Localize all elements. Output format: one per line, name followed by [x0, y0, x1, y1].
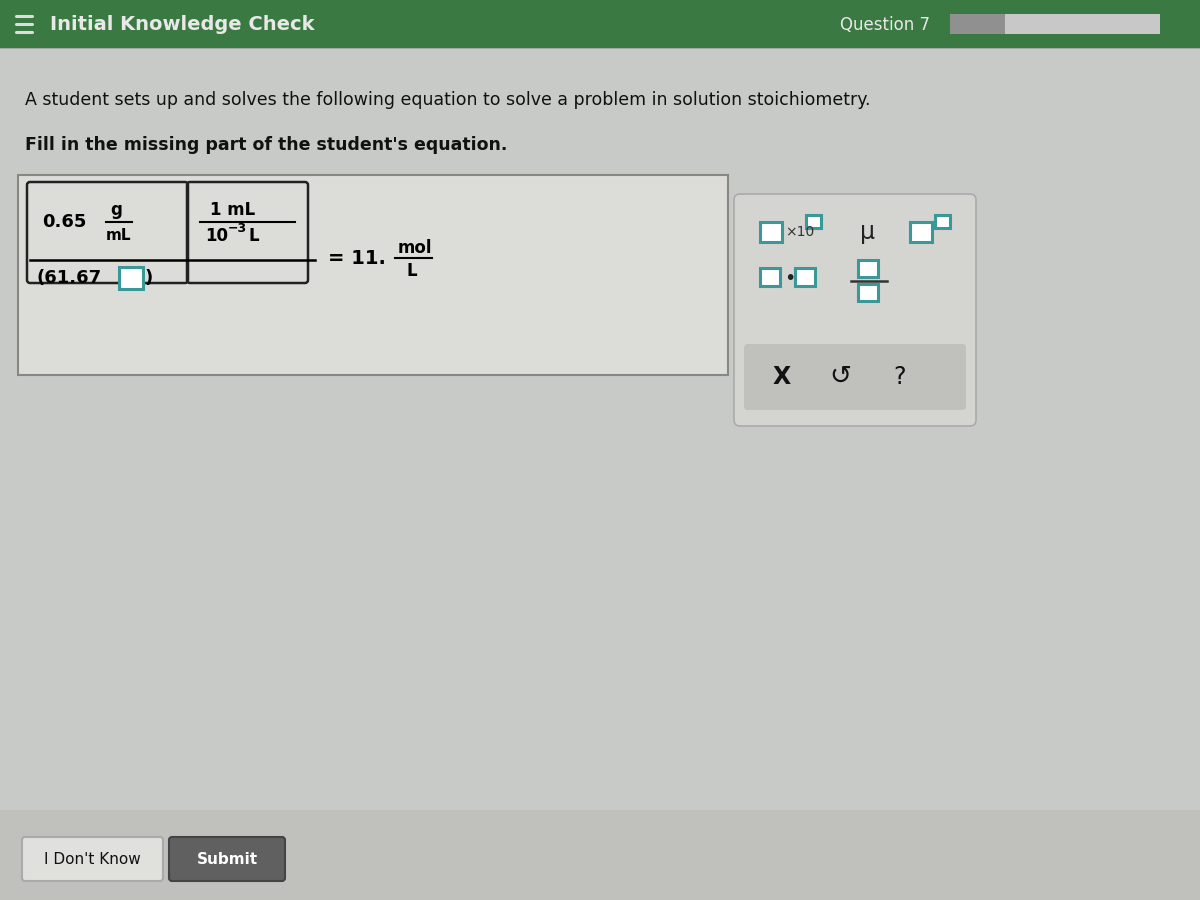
Bar — [0, 0, 1200, 48]
Text: −3: −3 — [228, 221, 247, 235]
Text: •: • — [784, 268, 796, 287]
Text: L: L — [406, 262, 416, 280]
Bar — [796, 268, 815, 286]
FancyBboxPatch shape — [734, 194, 976, 426]
FancyBboxPatch shape — [169, 837, 286, 881]
Text: A student sets up and solves the following equation to solve a problem in soluti: A student sets up and solves the followi… — [25, 91, 870, 109]
Text: (61.67: (61.67 — [36, 269, 101, 287]
Text: Question 7: Question 7 — [840, 16, 930, 34]
Text: Submit: Submit — [197, 851, 258, 867]
Bar — [18, 175, 728, 375]
Text: μ: μ — [860, 220, 875, 244]
Text: Fill in the missing part of the student's equation.: Fill in the missing part of the student'… — [25, 136, 508, 154]
FancyBboxPatch shape — [22, 837, 163, 881]
Text: I Don't Know: I Don't Know — [43, 851, 140, 867]
Bar — [760, 268, 780, 286]
FancyBboxPatch shape — [119, 267, 143, 289]
Bar — [760, 222, 782, 242]
FancyBboxPatch shape — [1006, 14, 1160, 34]
Bar — [910, 222, 932, 242]
Bar — [0, 810, 1200, 900]
Bar — [858, 284, 878, 301]
FancyBboxPatch shape — [744, 344, 966, 410]
Bar — [935, 215, 950, 228]
Text: L: L — [248, 227, 259, 245]
Bar — [858, 260, 878, 277]
Text: Initial Knowledge Check: Initial Knowledge Check — [50, 15, 314, 34]
Text: ↺: ↺ — [829, 364, 851, 390]
Text: ): ) — [145, 269, 154, 287]
Text: ×10: ×10 — [785, 225, 815, 239]
Text: 1 mL: 1 mL — [210, 201, 256, 219]
Text: ?: ? — [894, 365, 906, 389]
Bar — [806, 215, 821, 228]
Text: mL: mL — [106, 228, 132, 242]
Text: mol: mol — [398, 239, 432, 257]
FancyBboxPatch shape — [950, 14, 1006, 34]
Text: 10: 10 — [205, 227, 228, 245]
Text: g: g — [110, 201, 122, 219]
Text: 0.65: 0.65 — [42, 213, 86, 231]
Text: X: X — [773, 365, 791, 389]
Text: = 11.: = 11. — [328, 248, 386, 267]
